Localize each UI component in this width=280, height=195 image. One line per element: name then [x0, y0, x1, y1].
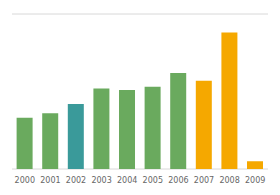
svg-text:2002: 2002	[66, 176, 86, 185]
svg-text:2000: 2000	[15, 176, 35, 185]
svg-text:2005: 2005	[143, 176, 163, 185]
svg-text:2003: 2003	[91, 176, 111, 185]
svg-text:2004: 2004	[117, 176, 137, 185]
svg-text:2008: 2008	[219, 176, 239, 185]
svg-text:2006: 2006	[168, 176, 188, 185]
svg-text:2009: 2009	[245, 176, 265, 185]
svg-text:2001: 2001	[40, 176, 60, 185]
svg-text:2007: 2007	[194, 176, 214, 185]
